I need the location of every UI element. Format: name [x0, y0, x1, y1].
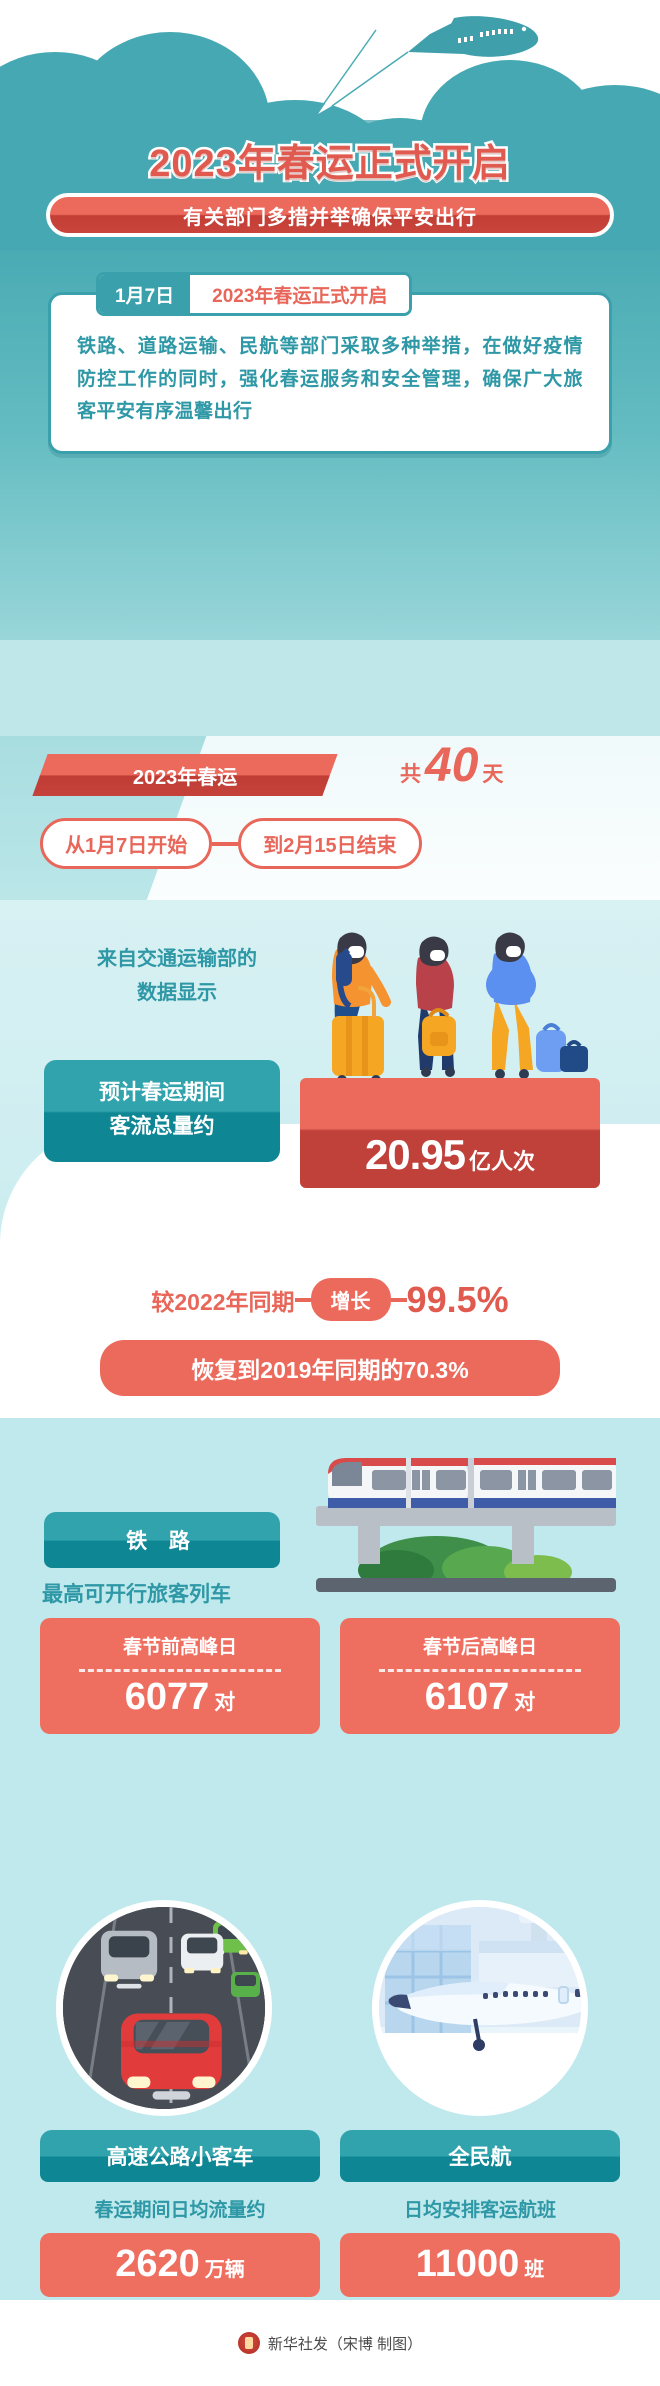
railway-cards: 春节前高峰日 6077 对 春节后高峰日 6107 对 [40, 1618, 620, 1734]
railway-card-unit: 对 [214, 1691, 236, 1714]
growth-connector-right [390, 1297, 407, 1302]
dashed-divider [379, 1669, 581, 1672]
date-range: 从1月7日开始 到2月15日结束 [40, 818, 620, 869]
period-ribbon-label: 2023年春运 [132, 766, 238, 789]
total-days: 共 40 天 [400, 742, 503, 790]
aviation-card: 全民航 日均安排客运航班 11000 班 [340, 2130, 620, 2297]
railway-card-value: 6107 对 [340, 1678, 620, 1716]
railway-sub-label: 最高可开行旅客列车 [42, 1583, 231, 1606]
growth-compare-label: 较2022年同期 [151, 1288, 295, 1315]
subtitle-text: 有关部门多措并举确保平安出行 [183, 206, 477, 229]
railway-section: 铁 路 最高可开行旅客列车 [0, 1418, 660, 1888]
highway-chip-label: 高速公路小客车 [40, 2130, 320, 2182]
passenger-value-podium: 20.95 亿人次 [300, 1078, 600, 1188]
growth-connector-left [294, 1297, 311, 1302]
page-title: 2023年春运正式开启 [0, 132, 660, 188]
hero-section: 2023年春运正式开启 有关部门多措并举确保平安出行 铁路、道路运输、民航等部门… [0, 0, 660, 640]
railway-card: 春节后高峰日 6107 对 [340, 1618, 620, 1734]
subtitle-banner: 有关部门多措并举确保平安出行 [46, 193, 614, 237]
passenger-volume-section: 来自交通运输部的 数据显示 预计春运期间 客流总量约 [0, 900, 660, 1320]
highway-cars-photo [56, 1900, 272, 2116]
total-days-unit: 天 [482, 763, 504, 786]
passenger-value: 20.95 亿人次 [365, 1134, 535, 1176]
passenger-sub-label: 预计春运期间 客流总量约 [44, 1060, 280, 1163]
highway-illustration [63, 1907, 265, 2109]
passenger-sub-line2: 客流总量约 [109, 1115, 215, 1139]
aviation-value-number: 11000 [415, 2243, 520, 2285]
highway-sub-label: 春运期间日均流量约 [94, 2200, 266, 2221]
data-source-line2: 数据显示 [137, 982, 217, 1004]
end-date-pill: 到2月15日结束 [238, 818, 422, 869]
airport-airplane-photo [372, 1900, 588, 2116]
growth-row: 较2022年同期 增长 99.5% [0, 1278, 660, 1321]
start-date-pill: 从1月7日开始 [40, 818, 213, 869]
footer: 新华社发（宋博 制图） [0, 2300, 660, 2386]
news-headline: 2023年春运正式开启 [190, 275, 410, 313]
train-illustration [316, 1458, 616, 1592]
bottom-section: 高速公路小客车 春运期间日均流量约 2620 万辆 全民航 日均安排客运航班 1… [0, 1880, 660, 2300]
passenger-sub-line1: 预计春运期间 [99, 1081, 225, 1104]
xinhua-logo-icon [237, 2332, 260, 2354]
railway-card: 春节前高峰日 6077 对 [40, 1618, 320, 1734]
aviation-value: 11000 班 [340, 2233, 620, 2297]
aviation-sub-label: 日均安排客运航班 [403, 2200, 556, 2221]
news-date-badge: 1月7日 [99, 275, 191, 313]
railway-card-value: 6077 对 [40, 1678, 320, 1716]
total-days-prefix: 共 [400, 763, 421, 786]
main-title-text: 2023年春运正式开启 [147, 141, 513, 188]
travel-period-section: 2023年春运 共 40 天 从1月7日开始 到2月15日结束 [0, 736, 660, 912]
footer-credit: 新华社发（宋博 制图） [267, 2335, 423, 2353]
data-source-line1: 来自交通运输部的 [97, 948, 257, 970]
passenger-value-unit: 亿人次 [469, 1149, 536, 1174]
railway-card-number: 6077 [124, 1676, 210, 1718]
highway-value-number: 2620 [115, 2243, 200, 2285]
highway-card: 高速公路小客车 春运期间日均流量约 2620 万辆 [40, 2130, 320, 2297]
bottom-cards: 高速公路小客车 春运期间日均流量约 2620 万辆 全民航 日均安排客运航班 1… [40, 2130, 620, 2297]
growth-section: 较2022年同期 增长 99.5% 恢复到2019年同期的70.3% [0, 1268, 660, 1418]
highway-value: 2620 万辆 [40, 2233, 320, 2297]
growth-percent: 99.5% [406, 1278, 509, 1320]
highway-value-unit: 万辆 [204, 2259, 245, 2281]
recovery-pill: 恢复到2019年同期的70.3% [100, 1340, 560, 1396]
passenger-value-number: 20.95 [364, 1131, 466, 1178]
data-source-label: 来自交通运输部的 数据显示 [52, 942, 302, 1010]
railway-chip-label: 铁 路 [44, 1512, 280, 1568]
news-card: 铁路、道路运输、民航等部门采取多种举措，在做好疫情防控工作的同时，强化春运服务和… [48, 292, 612, 455]
growth-chip: 增长 [310, 1278, 391, 1321]
news-body-text: 铁路、道路运输、民航等部门采取多种举措，在做好疫情防控工作的同时，强化春运服务和… [77, 336, 583, 423]
airplane-icon [317, 16, 539, 114]
total-days-number: 40 [425, 739, 479, 792]
airport-illustration [379, 1907, 581, 2109]
pill-connector [212, 841, 239, 846]
railway-card-caption: 春节前高峰日 [122, 1637, 237, 1658]
railway-card-unit: 对 [514, 1691, 536, 1714]
dashed-divider [79, 1669, 281, 1672]
travelers-illustration [332, 932, 588, 1085]
news-card-header: 1月7日 2023年春运正式开启 [96, 272, 413, 316]
railway-card-caption: 春节后高峰日 [422, 1637, 537, 1658]
aviation-chip-label: 全民航 [340, 2130, 620, 2182]
aviation-value-unit: 班 [524, 2259, 545, 2281]
railway-card-number: 6107 [424, 1676, 510, 1718]
period-ribbon: 2023年春运 [32, 754, 338, 796]
